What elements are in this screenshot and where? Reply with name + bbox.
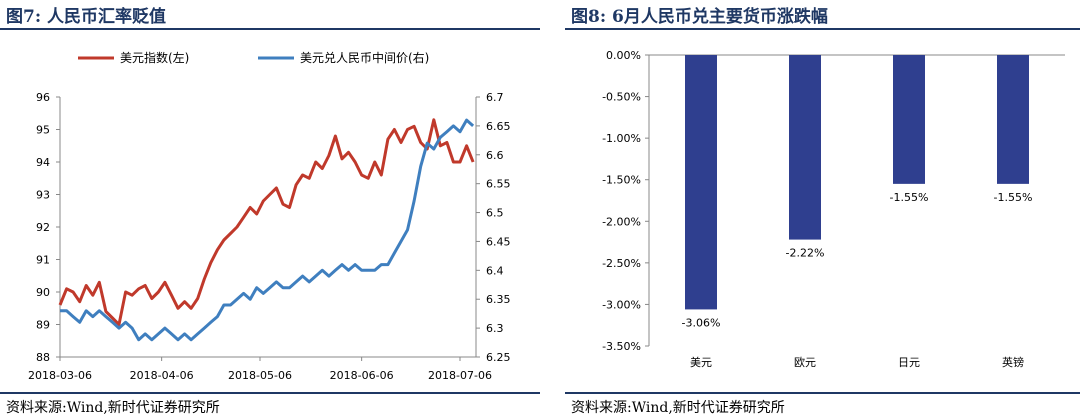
- right-title-rule: [565, 28, 1080, 30]
- left-source-rule: [0, 392, 540, 394]
- bar-category-label: 日元: [898, 356, 920, 369]
- left-source-note: 资料来源:Wind,新时代证券研究所: [6, 400, 220, 416]
- left-y-tick-label: 89: [36, 319, 50, 332]
- left-y-tick-label: 96: [36, 91, 50, 104]
- right-figure: 图8: 6月人民币兑主要货币涨跌幅 0.00% -0.50% -1.00% -1.50…: [565, 0, 1080, 420]
- x-tick-label: 2018-07-06: [428, 369, 492, 382]
- bar-y-tick-label: -2.50%: [602, 257, 641, 270]
- bar-value-label: -3.06%: [682, 316, 721, 329]
- left-title-rule: [0, 28, 540, 30]
- right-y-tick-label: 6.35: [486, 293, 511, 306]
- right-y-tick-label: 6.65: [486, 120, 511, 133]
- right-y-tick-label: 6.5: [486, 207, 504, 220]
- bar-y-tick-label: -0.50%: [602, 91, 641, 104]
- left-y-tick-label: 88: [36, 351, 50, 364]
- left-y-tick-label: 93: [36, 189, 50, 202]
- bar-y-tick-label: -3.50%: [602, 340, 641, 353]
- legend-label-usdcny: 美元兑人民币中间价(右): [300, 50, 429, 65]
- left-y-tick-label: 90: [36, 286, 50, 299]
- bar-y-tick-label: -3.00%: [602, 298, 641, 311]
- bar-category-label: 英镑: [1002, 355, 1024, 369]
- left-y-tick-label: 91: [36, 254, 50, 267]
- right-y-tick-label: 6.6: [486, 149, 504, 162]
- bar-y-tick-label: -1.50%: [602, 174, 641, 187]
- x-tick-label: 2018-04-06: [130, 369, 194, 382]
- usdcny-central-parity-line: [60, 118, 475, 342]
- x-tick-label: 2018-05-06: [228, 369, 292, 382]
- line-chart: 88 89 90 91 92 93 94 95 96 6.25 6.3 6.35 6.4 6.45 6.5 6…: [28, 50, 511, 382]
- right-y-tick-label: 6.7: [486, 91, 504, 104]
- left-figure-title: 图7: 人民币汇率贬值: [6, 7, 167, 27]
- bar-category-label: 美元: [690, 356, 712, 369]
- bar-value-label: -1.55%: [994, 191, 1033, 204]
- bar-value-label: -2.22%: [786, 247, 825, 260]
- right-y-tick-label: 6.25: [486, 351, 511, 364]
- bar-value-label: -1.55%: [890, 191, 929, 204]
- bar-0: [685, 55, 717, 310]
- left-y-tick-label: 95: [36, 124, 50, 137]
- right-source-note: 资料来源:Wind,新时代证券研究所: [571, 400, 785, 416]
- right-source-rule: [565, 392, 1080, 394]
- bar-y-tick-label: -1.00%: [602, 132, 641, 145]
- x-tick-label: 2018-06-06: [330, 369, 394, 382]
- bar-category-label: 欧元: [794, 356, 816, 369]
- bar-2: [893, 55, 925, 184]
- bar-y-tick-label: -2.00%: [602, 215, 641, 228]
- right-y-tick-label: 6.55: [486, 178, 511, 191]
- bar-chart: 0.00% -0.50% -1.00% -1.50% -2.00% -2.50% -3.00…: [602, 49, 1065, 369]
- bar-y-tick-label: 0.00%: [606, 49, 641, 62]
- bar-3: [997, 55, 1029, 184]
- legend-label-usd-index: 美元指数(左): [120, 50, 189, 65]
- left-y-tick-label: 94: [36, 156, 50, 169]
- left-y-tick-label: 92: [36, 221, 50, 234]
- right-y-tick-label: 6.4: [486, 264, 504, 277]
- right-y-tick-label: 6.3: [486, 322, 504, 335]
- left-figure: 图7: 人民币汇率贬值 88 89 90 91 92 93 94 95 96 6.25 6.3 6.3…: [0, 7, 540, 416]
- right-figure-title: 图8: 6月人民币兑主要货币涨跌幅: [571, 7, 828, 27]
- usd-index-line: [58, 118, 475, 326]
- bar-1: [789, 55, 821, 240]
- right-y-tick-label: 6.45: [486, 235, 511, 248]
- x-tick-label: 2018-03-06: [28, 369, 92, 382]
